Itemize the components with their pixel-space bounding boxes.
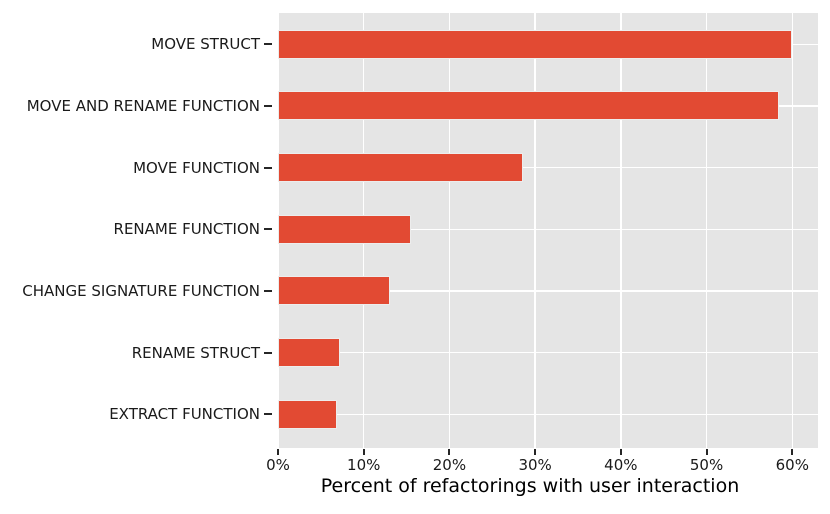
category-label: RENAME FUNCTION [113,220,260,239]
x-tick-label: 60% [775,456,809,474]
vertical-gridline [534,13,536,448]
category-label: RENAME STRUCT [131,343,260,362]
vertical-gridline [791,13,794,448]
vertical-gridline [705,13,708,448]
bar-rename-struct [278,338,340,368]
plot-area [277,13,818,448]
category-label: MOVE STRUCT [151,35,260,54]
y-tick-mark [264,166,272,169]
y-tick-mark [264,351,272,354]
bar-move-and-rename-function [278,91,779,121]
x-tick-mark [705,449,708,455]
x-tick-mark [791,449,794,455]
x-tick-label: 20% [432,456,467,474]
x-tick-label: 50% [689,456,724,474]
x-tick-label: 30% [518,456,552,474]
x-tick-mark [619,449,622,455]
category-label: MOVE AND RENAME FUNCTION [26,96,260,115]
category-label: MOVE FUNCTION [133,158,260,177]
bar-rename-function [278,214,411,244]
y-tick-mark [264,413,272,416]
category-label: EXTRACT FUNCTION [109,405,260,424]
vertical-gridline [448,13,451,448]
y-tick-mark [264,104,272,107]
bar-move-function [278,153,524,183]
bar-move-struct [278,29,793,59]
x-tick-mark [277,449,279,455]
category-label: CHANGE SIGNATURE FUNCTION [22,281,260,300]
horizontal-gridline [278,413,818,416]
horizontal-gridline [278,166,818,169]
vertical-gridline [620,13,622,448]
bar-extract-function [278,399,338,429]
horizontal-gridline [278,228,818,231]
x-tick-label: 40% [604,456,638,474]
x-tick-mark [534,449,537,455]
x-axis-label: Percent of refactorings with user intera… [320,475,740,497]
x-tick-mark [448,449,451,455]
y-tick-mark [264,289,272,292]
y-tick-mark [264,228,272,231]
y-tick-mark [264,43,272,46]
horizontal-gridline [278,351,818,354]
x-tick-mark [362,449,365,455]
x-tick-label: 0% [266,456,290,474]
horizontal-gridline [278,290,818,292]
bar-change-signature-function [278,276,391,306]
x-tick-label: 10% [347,456,381,474]
